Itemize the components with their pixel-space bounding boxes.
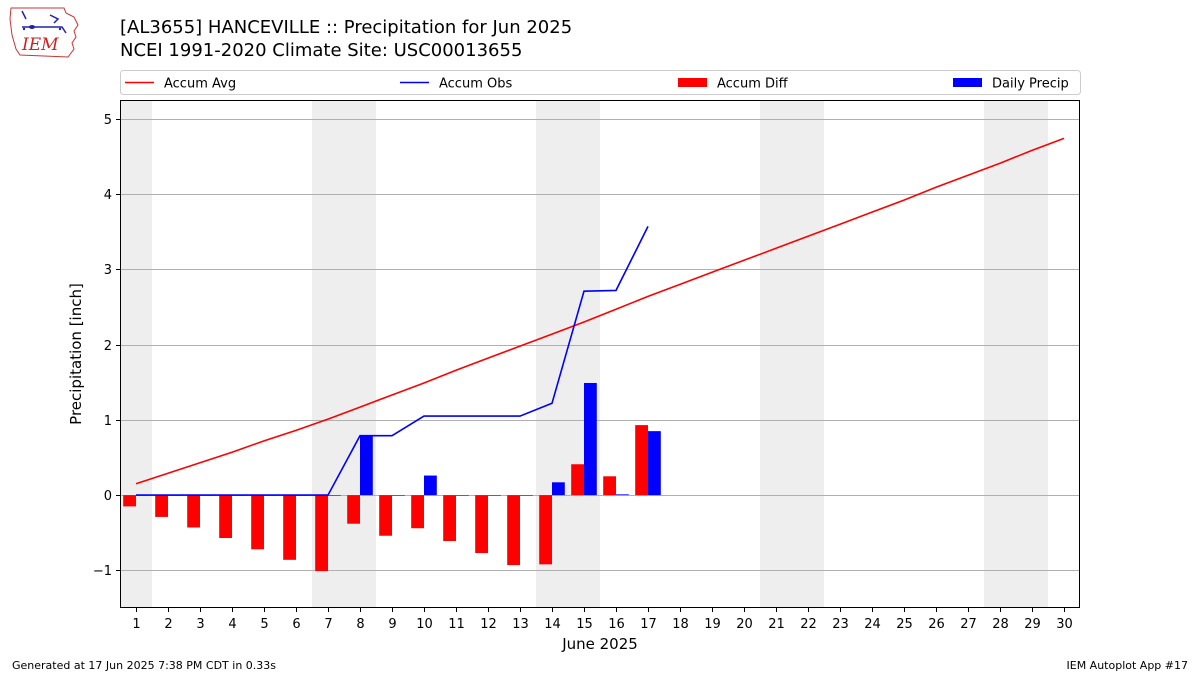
x-tick-label: 3 bbox=[196, 617, 204, 632]
x-axis-label: June 2025 bbox=[561, 635, 638, 653]
x-tick-label: 1 bbox=[132, 617, 140, 632]
accum-diff-bar bbox=[347, 495, 360, 524]
y-tick-label: 4 bbox=[104, 188, 112, 203]
accum-diff-bar bbox=[571, 464, 584, 496]
daily-precip-bar bbox=[520, 495, 533, 496]
accum-diff-bar bbox=[443, 495, 456, 542]
accum-diff-bar bbox=[251, 495, 264, 550]
daily-precip-bar bbox=[328, 495, 341, 496]
daily-precip-bar bbox=[584, 382, 597, 496]
x-tick-label: 19 bbox=[704, 617, 721, 632]
weekend-band bbox=[760, 100, 824, 608]
daily-precip-bar bbox=[488, 495, 501, 496]
lines bbox=[135, 137, 1065, 496]
accum-diff-bar bbox=[187, 495, 200, 528]
daily-precip-bar bbox=[552, 482, 565, 496]
legend-label: Daily Precip bbox=[992, 77, 1069, 92]
x-tick-label: 13 bbox=[512, 617, 529, 632]
accum-diff-bar bbox=[635, 425, 648, 496]
chart-subtitle: NCEI 1991-2020 Climate Site: USC00013655 bbox=[120, 40, 523, 61]
daily-precip-bar bbox=[616, 494, 629, 496]
iem-logo: IEM bbox=[9, 7, 79, 58]
x-tick-label: 16 bbox=[608, 617, 625, 632]
plot-frame bbox=[120, 100, 1080, 608]
y-tick-label: 3 bbox=[104, 263, 112, 278]
daily-precip-bar bbox=[424, 475, 437, 496]
accum-diff-bar bbox=[219, 495, 232, 539]
footer-app: IEM Autoplot App #17 bbox=[1066, 659, 1189, 672]
weekend-shading bbox=[120, 100, 1048, 608]
daily-precip-bar bbox=[360, 435, 373, 496]
bars bbox=[123, 382, 661, 572]
daily-precip-bar bbox=[648, 431, 661, 496]
x-tick-label: 28 bbox=[992, 617, 1009, 632]
x-tick-label: 14 bbox=[544, 617, 561, 632]
legend: Accum Avg Accum Obs Accum Diff Daily Precip bbox=[120, 70, 1081, 95]
y-tick-label: 5 bbox=[104, 113, 112, 128]
y-tick-label: 2 bbox=[104, 339, 112, 354]
accum-diff-bar bbox=[411, 495, 424, 529]
x-tick-label: 23 bbox=[832, 617, 849, 632]
svg-text:IEM: IEM bbox=[21, 35, 59, 55]
x-tick-label: 24 bbox=[864, 617, 881, 632]
x-tick-label: 27 bbox=[960, 617, 977, 632]
accum-diff-bar bbox=[155, 495, 168, 517]
accum-diff-bar bbox=[603, 476, 616, 496]
x-tick-label: 26 bbox=[928, 617, 945, 632]
accum-diff-bar bbox=[379, 495, 392, 536]
legend-label: Accum Avg bbox=[164, 77, 236, 92]
accum-diff-bar bbox=[507, 495, 520, 566]
legend-label: Accum Diff bbox=[717, 77, 789, 92]
y-tick-label: −1 bbox=[93, 564, 112, 579]
x-tick-label: 6 bbox=[292, 617, 300, 632]
x-tick-label: 4 bbox=[228, 617, 236, 632]
x-tick-label: 5 bbox=[260, 617, 268, 632]
accum-diff-bar bbox=[283, 495, 296, 560]
legend-bar-swatch bbox=[678, 78, 707, 87]
x-tick-label: 2 bbox=[164, 617, 172, 632]
x-tick-label: 22 bbox=[800, 617, 817, 632]
x-tick-label: 15 bbox=[576, 617, 593, 632]
daily-precip-bar bbox=[456, 495, 469, 496]
x-tick-label: 20 bbox=[736, 617, 753, 632]
x-tick-label: 21 bbox=[768, 617, 785, 632]
x-tick-label: 11 bbox=[448, 617, 465, 632]
accum-diff-bar bbox=[123, 495, 136, 507]
daily-precip-bar bbox=[392, 495, 405, 496]
weekend-band bbox=[984, 100, 1048, 608]
accum-diff-bar bbox=[475, 495, 488, 554]
y-tick-label: 0 bbox=[104, 489, 112, 504]
accum-diff-bar bbox=[315, 495, 328, 572]
y-axis-label: Precipitation [inch] bbox=[67, 283, 85, 425]
footer-generated: Generated at 17 Jun 2025 7:38 PM CDT in … bbox=[12, 659, 277, 672]
accum-obs-line bbox=[136, 226, 649, 496]
legend-box bbox=[120, 70, 1081, 95]
weekend-band bbox=[120, 100, 152, 608]
accum-diff-bar bbox=[539, 495, 552, 565]
x-tick-label: 7 bbox=[324, 617, 332, 632]
chart-title: [AL3655] HANCEVILLE :: Precipitation for… bbox=[120, 17, 573, 38]
legend-label: Accum Obs bbox=[439, 77, 512, 92]
x-tick-label: 8 bbox=[356, 617, 364, 632]
x-tick-label: 9 bbox=[388, 617, 396, 632]
x-tick-label: 25 bbox=[896, 617, 913, 632]
y-tick-label: 1 bbox=[104, 414, 112, 429]
accum-avg-line bbox=[135, 137, 1065, 485]
x-tick-label: 30 bbox=[1056, 617, 1073, 632]
x-tick-label: 18 bbox=[672, 617, 689, 632]
x-tick-label: 17 bbox=[640, 617, 657, 632]
x-tick-label: 29 bbox=[1024, 617, 1041, 632]
legend-bar-swatch bbox=[953, 78, 982, 87]
x-tick-label: 10 bbox=[416, 617, 433, 632]
x-tick-label: 12 bbox=[480, 617, 497, 632]
